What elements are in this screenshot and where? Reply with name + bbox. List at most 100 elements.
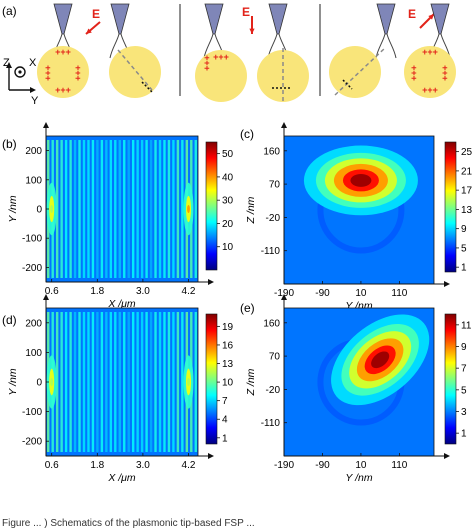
nanosphere-icon <box>195 50 247 102</box>
field-stripe <box>127 312 130 452</box>
field-stripe <box>123 312 126 452</box>
nanosphere-icon <box>404 46 456 98</box>
field-stripe <box>91 312 95 452</box>
charge-mark: +++ <box>55 47 71 57</box>
field-symbol: E <box>92 7 100 21</box>
colorbar-tick-label: 5 <box>461 385 467 396</box>
y-tick-label: -20 <box>266 385 281 396</box>
colorbar-tick-label: 1 <box>222 433 228 444</box>
field-stripe <box>55 140 59 278</box>
colorbar-tick-label: 9 <box>461 342 467 353</box>
panel-e-label: (e) <box>240 301 255 315</box>
colorbar-tick-label: 25 <box>461 147 473 158</box>
colorbar-tick-label: 5 <box>461 243 467 254</box>
field-stripe <box>136 312 139 452</box>
probe-tip-icon <box>53 3 73 35</box>
field-stripe <box>114 312 117 452</box>
field-symbol: E <box>408 7 416 21</box>
field-stripe <box>87 140 90 278</box>
field-stripe <box>172 140 175 278</box>
y-tick-label: 100 <box>25 175 42 186</box>
field-stripe <box>55 312 59 452</box>
field-symbol: E <box>242 5 250 19</box>
field-stripe <box>91 140 95 278</box>
colorbar-tick-label: 1 <box>461 429 467 440</box>
field-stripe <box>82 140 86 278</box>
x-tick-label: 1.8 <box>90 460 104 471</box>
field-stripe <box>114 140 117 278</box>
field-arrowhead-icon <box>86 28 92 34</box>
colorbar-tick-label: 9 <box>461 224 467 235</box>
hotspot-peak <box>50 205 54 213</box>
x-tick-label: 3.0 <box>136 460 150 471</box>
field-stripe <box>181 140 184 278</box>
x-tick-label: 10 <box>355 460 367 471</box>
axis-z-label: Z <box>3 57 10 69</box>
x-axis-arrow-icon <box>444 453 450 459</box>
field-stripe <box>194 312 197 452</box>
field-stripe <box>158 312 162 452</box>
charge-mark: +++ <box>422 85 438 95</box>
x-axis-arrow-icon <box>208 279 214 285</box>
y-tick-label: 100 <box>25 348 42 359</box>
y-tick-label: 200 <box>25 146 42 157</box>
x-tick-label: -90 <box>315 460 330 471</box>
field-stripe <box>87 312 90 452</box>
colorbar-tick-label: 7 <box>222 396 228 407</box>
colorbar-tick-label: 13 <box>222 359 234 370</box>
x-tick-label: 110 <box>391 460 407 471</box>
field-stripe <box>163 312 166 452</box>
x-axis-arrow-icon <box>444 281 450 287</box>
y-axis-label: Y /nm <box>7 195 19 222</box>
field-stripe <box>100 140 104 278</box>
field-stripe <box>118 312 121 452</box>
polarization-axis-icon <box>334 47 386 96</box>
field-stripe <box>78 140 81 278</box>
colorbar-tick-label: 19 <box>222 322 234 333</box>
probe-tip-icon <box>268 3 288 35</box>
y-axis-arrow-icon <box>281 294 287 300</box>
field-stripe <box>149 312 153 452</box>
colorbar-tick-label: 10 <box>222 242 234 253</box>
y-tick-label: 200 <box>25 318 42 329</box>
y-axis-arrow-icon <box>43 294 49 300</box>
colorbar <box>444 313 457 445</box>
hotspot-contour <box>371 351 390 369</box>
heatmap-e: -190 -90 10 110 160 70 -20 -110 Y /nm Z /nm 11 9 7 5 3… <box>245 294 472 484</box>
panel-b-label: (b) <box>2 137 17 151</box>
x-tick-label: -190 <box>274 288 294 299</box>
field-stripe <box>172 312 175 452</box>
heatmap-d: 0.6 1.8 3.0 4.2 200 100 0 -100 -200 X /μm Y /nm 19 1… <box>7 294 234 484</box>
nanosphere-icon <box>329 46 381 98</box>
field-stripe <box>167 312 171 452</box>
field-stripe <box>176 140 180 278</box>
field-stripe <box>60 312 63 452</box>
field-stripe <box>105 140 108 278</box>
colorbar-tick-label: 40 <box>222 172 234 183</box>
x-axis-label: X /μm <box>107 298 136 310</box>
polarization-axis-icon <box>117 49 153 91</box>
heatmap-b: 0.6 1.8 3.0 4.2 200 100 0 -100 -200 X /μm Y /nm 50 4… <box>7 122 234 310</box>
charge-mark: +++ <box>409 65 419 81</box>
y-tick-label: 160 <box>263 146 280 157</box>
field-stripe <box>118 140 121 278</box>
y-tick-label: 0 <box>36 205 42 216</box>
y-tick-label: 70 <box>269 352 281 363</box>
probe-wire-icon <box>109 33 120 59</box>
field-stripe <box>154 140 157 278</box>
y-tick-label: 70 <box>269 180 281 191</box>
charge-mark: +++ <box>422 47 438 57</box>
field-stripe <box>167 140 171 278</box>
nanosphere-icon <box>109 46 161 98</box>
y-tick-label: 160 <box>263 318 280 329</box>
probe-tip-icon <box>204 3 224 35</box>
charge-mark: +++ <box>43 65 53 81</box>
field-stripe <box>136 140 139 278</box>
axis-y-label: Y <box>31 95 39 107</box>
field-stripe <box>131 140 135 278</box>
x-tick-label: 4.2 <box>182 460 196 471</box>
field-stripe <box>149 140 153 278</box>
y-axis-label: Z /nm <box>245 196 257 224</box>
